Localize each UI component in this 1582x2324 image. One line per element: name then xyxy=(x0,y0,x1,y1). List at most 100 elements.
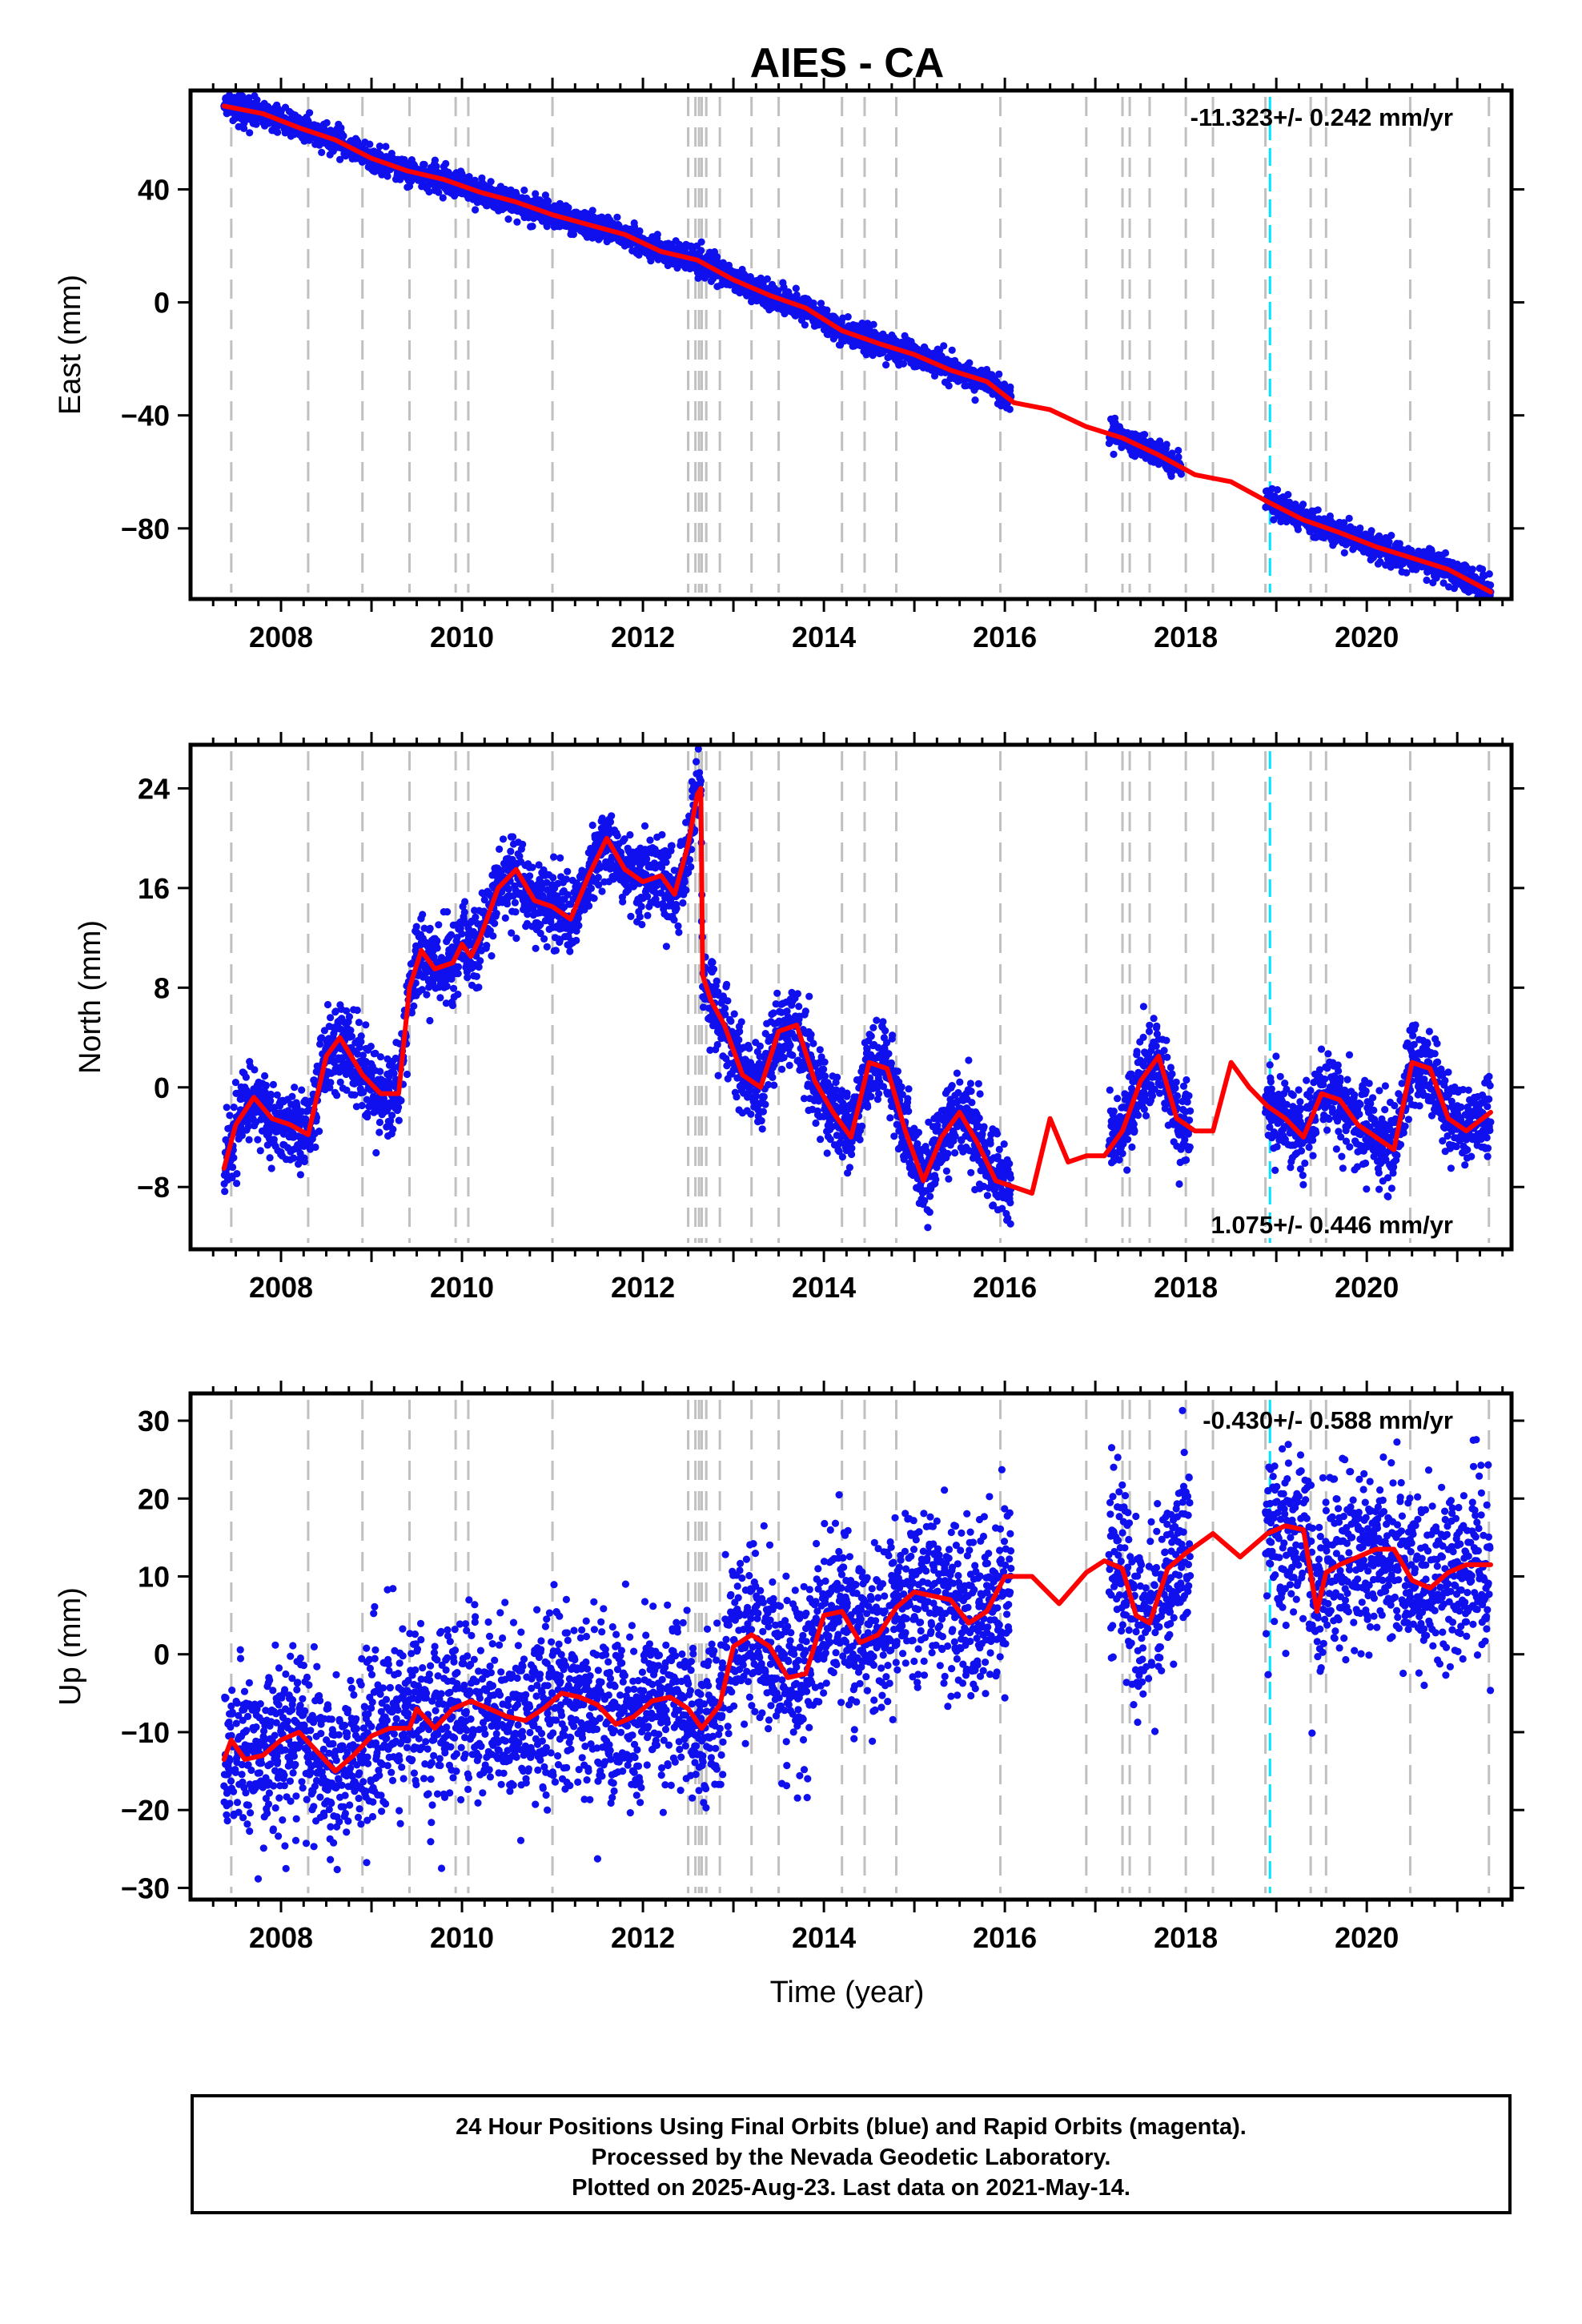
data-point xyxy=(343,1086,351,1094)
data-point xyxy=(697,238,705,246)
data-point xyxy=(1284,491,1292,499)
data-point xyxy=(262,1081,270,1089)
data-point xyxy=(444,908,452,916)
data-point xyxy=(793,291,801,300)
data-point xyxy=(1110,450,1118,458)
data-point xyxy=(475,963,483,971)
data-point xyxy=(238,1132,246,1140)
data-point xyxy=(270,1136,278,1144)
data-point xyxy=(395,1104,403,1112)
data-point xyxy=(472,972,481,980)
data-point xyxy=(569,231,578,239)
data-point xyxy=(256,1147,264,1155)
data-point xyxy=(588,207,596,215)
x-tick-label: 2010 xyxy=(430,621,494,653)
x-tick-label: 2012 xyxy=(611,621,675,653)
data-point xyxy=(267,1097,275,1105)
data-point xyxy=(306,109,314,117)
data-point xyxy=(231,1079,239,1087)
data-point xyxy=(363,1109,371,1117)
data-point xyxy=(347,1032,356,1040)
data-point xyxy=(355,1043,363,1051)
data-point xyxy=(1006,405,1014,413)
data-point xyxy=(1314,506,1322,514)
data-point xyxy=(465,173,473,181)
data-point xyxy=(274,128,282,136)
y-tick-label: 0 xyxy=(154,287,170,320)
data-point xyxy=(226,1112,234,1120)
data-point xyxy=(254,1136,262,1144)
data-point xyxy=(376,1053,384,1061)
data-point xyxy=(971,396,979,404)
data-point xyxy=(412,923,420,931)
x-tick-label: 2014 xyxy=(792,621,856,653)
data-point xyxy=(1439,579,1447,587)
data-point xyxy=(443,982,451,991)
y-tick-label: −80 xyxy=(121,513,170,545)
plot-frame xyxy=(188,88,1514,601)
data-point xyxy=(244,1122,252,1130)
data-point xyxy=(352,1103,360,1111)
data-point xyxy=(371,1049,379,1057)
data-point xyxy=(323,119,331,127)
data-point xyxy=(1403,569,1411,577)
data-point xyxy=(882,361,890,369)
data-point xyxy=(375,1128,383,1136)
data-point xyxy=(242,1073,250,1081)
data-point xyxy=(230,1154,238,1162)
data-point xyxy=(333,1092,341,1100)
data-point xyxy=(1427,547,1435,555)
data-point xyxy=(995,370,1003,378)
data-point xyxy=(1356,524,1364,533)
data-point xyxy=(318,148,326,156)
data-point xyxy=(339,132,347,140)
data-point xyxy=(1168,449,1176,457)
data-point xyxy=(823,306,831,314)
data-point xyxy=(267,1164,275,1172)
data-point xyxy=(419,911,427,919)
data-point xyxy=(267,1091,275,1099)
x-tick-label: 2016 xyxy=(973,621,1037,653)
data-point xyxy=(327,1079,335,1087)
data-point xyxy=(948,346,956,354)
data-point xyxy=(359,1051,367,1059)
data-point xyxy=(426,1016,434,1025)
data-point xyxy=(458,930,466,938)
data-point xyxy=(1412,565,1420,573)
data-point xyxy=(1270,516,1278,524)
data-point xyxy=(520,186,528,195)
data-point xyxy=(246,129,254,137)
data-point xyxy=(351,1091,359,1099)
data-point xyxy=(460,908,468,916)
data-point xyxy=(1441,549,1450,557)
figure-title: AIES - CA xyxy=(750,40,945,86)
data-point xyxy=(613,213,621,221)
data-point xyxy=(448,975,456,983)
data-point xyxy=(291,1084,299,1092)
data-point xyxy=(390,1069,398,1077)
data-point xyxy=(513,218,521,226)
data-point xyxy=(442,159,450,167)
data-point xyxy=(436,994,444,1002)
data-point xyxy=(456,924,464,932)
data-point xyxy=(383,172,391,180)
data-point xyxy=(359,1088,367,1096)
data-point xyxy=(1340,519,1348,527)
data-point xyxy=(372,1148,380,1157)
data-point xyxy=(448,1001,457,1010)
data-point xyxy=(343,1007,351,1015)
data-point xyxy=(279,1130,287,1138)
data-point xyxy=(864,320,872,328)
data-point xyxy=(1487,581,1495,589)
data-point xyxy=(763,275,772,283)
data-point xyxy=(1376,558,1384,566)
data-point xyxy=(296,1171,304,1179)
data-point xyxy=(1174,453,1182,461)
data-point xyxy=(290,1154,298,1162)
data-point xyxy=(432,163,440,171)
data-point xyxy=(528,223,536,231)
data-point xyxy=(433,944,441,952)
data-point xyxy=(336,155,344,163)
data-point xyxy=(713,253,721,261)
data-point xyxy=(362,1021,370,1029)
